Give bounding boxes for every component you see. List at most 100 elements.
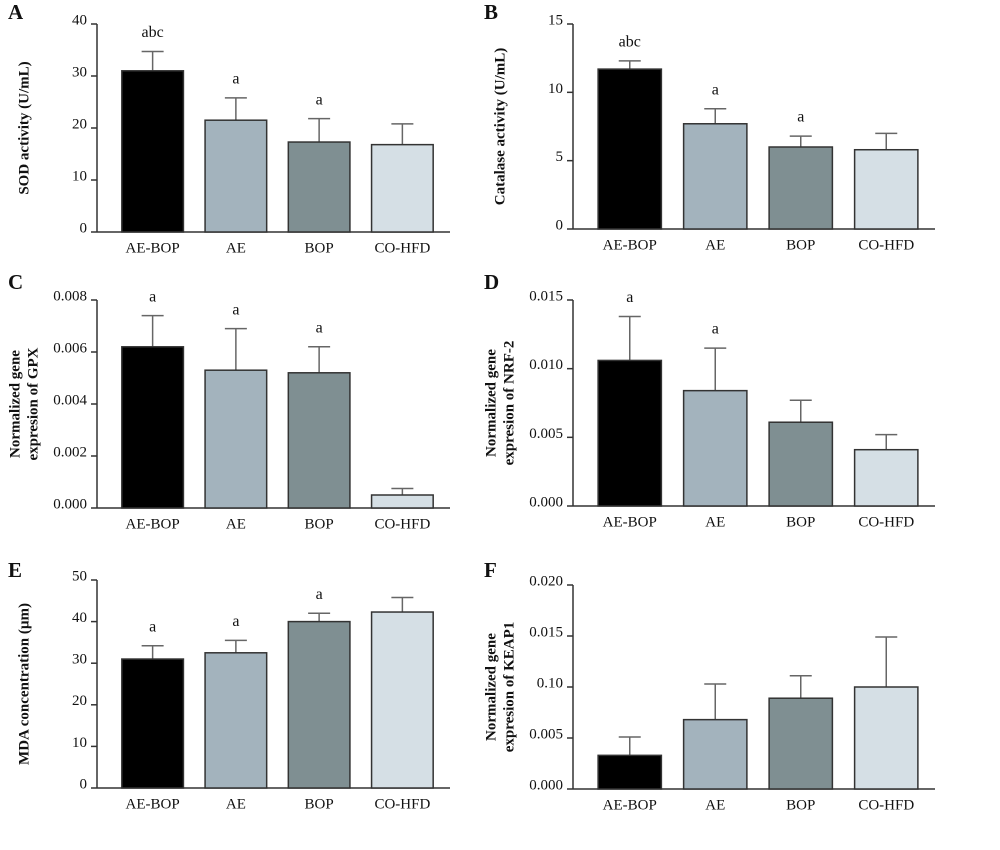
y-axis-label: Catalase activity (U/mL) [492,48,508,205]
bar [121,658,185,789]
x-tick-label: BOP [305,240,334,256]
y-tick-label: 0.10 [537,675,563,691]
y-tick-label: 0.005 [529,726,563,742]
x-tick-label: AE [226,516,246,532]
y-tick-label: 30 [72,64,87,80]
y-tick-label: 15 [548,12,563,28]
y-tick-label: 0.004 [53,392,87,408]
y-tick-label: 0.006 [53,340,87,356]
panel-letter: F [484,558,497,582]
x-tick-label: CO-HFD [858,797,914,813]
x-tick-label: AE [226,796,246,812]
significance-label: a [712,81,719,98]
significance-label: a [316,586,323,603]
y-tick-label: 30 [72,652,87,668]
bar [287,372,351,509]
y-axis-label: Normalized gene [483,349,499,457]
y-tick-label: 0.000 [53,496,87,512]
x-tick-label: CO-HFD [374,240,430,256]
bar [597,359,663,507]
bar [682,718,748,790]
y-axis-label: expresion of GPX [25,347,41,460]
y-tick-label: 0.015 [529,288,563,304]
bar [370,611,434,789]
x-tick-label: AE-BOP [603,797,657,813]
y-tick-label: 10 [72,168,87,184]
y-tick-label: 0.020 [529,573,563,589]
bar [768,697,834,790]
bar [853,148,919,230]
bar [853,686,919,790]
x-tick-label: AE [226,240,246,256]
bar [287,620,351,789]
x-tick-label: AE [705,797,725,813]
significance-label: a [232,301,239,318]
bar [768,146,834,230]
significance-label: a [626,289,633,306]
bar [853,448,919,507]
y-tick-label: 50 [72,568,87,584]
bar [682,123,748,230]
x-tick-label: CO-HFD [374,796,430,812]
y-tick-label: 0 [556,217,564,233]
significance-label: a [797,109,804,126]
x-tick-label: CO-HFD [374,516,430,532]
x-tick-label: AE-BOP [126,240,180,256]
y-tick-label: 5 [556,149,564,165]
bar [597,754,663,790]
y-tick-label: 40 [72,12,87,28]
bar [287,141,351,233]
x-tick-label: BOP [786,797,815,813]
y-tick-label: 0 [80,776,88,792]
significance-label: a [149,618,156,635]
x-tick-label: AE-BOP [126,796,180,812]
x-tick-label: BOP [786,237,815,253]
y-axis-label: Normalized gene [7,350,23,458]
y-axis-label: expresion of KEAP1 [501,622,517,753]
y-axis-label: SOD activity (U/mL) [16,61,32,194]
y-tick-label: 40 [72,610,87,626]
y-axis-label: expresion of NRF-2 [501,341,517,466]
bar [370,143,434,233]
x-tick-label: AE-BOP [603,514,657,530]
bar [370,494,434,509]
y-tick-label: 10 [72,735,87,751]
y-axis-label: Normalized gene [483,633,499,741]
x-tick-label: BOP [305,796,334,812]
bar [204,652,268,789]
x-tick-label: AE [705,237,725,253]
y-tick-label: 0 [80,220,88,236]
significance-label: abc [619,34,641,51]
panel-letter: A [8,0,24,24]
bar [204,119,268,233]
x-tick-label: CO-HFD [858,237,914,253]
x-tick-label: BOP [786,514,815,530]
significance-label: a [232,613,239,630]
bar [597,68,663,230]
y-tick-label: 0.000 [529,777,563,793]
y-tick-label: 0.015 [529,624,563,640]
bar [682,389,748,507]
panel-letter: D [484,270,499,294]
panel-letter: B [484,0,498,24]
significance-label: a [316,319,323,336]
significance-label: abc [142,24,164,41]
significance-label: a [149,288,156,305]
bar [121,346,185,509]
x-tick-label: CO-HFD [858,514,914,530]
x-tick-label: AE-BOP [126,516,180,532]
panel-letter: E [8,558,22,582]
y-tick-label: 0.008 [53,288,87,304]
bar [121,70,185,233]
significance-label: a [232,71,239,88]
panel-letter: C [8,270,23,294]
y-tick-label: 0.000 [529,494,563,510]
y-tick-label: 20 [72,693,87,709]
y-tick-label: 10 [548,81,563,97]
significance-label: a [712,321,719,338]
y-axis-label: MDA concentration (µm) [16,603,32,765]
significance-label: a [316,91,323,108]
y-tick-label: 0.005 [529,426,563,442]
x-tick-label: AE [705,514,725,530]
